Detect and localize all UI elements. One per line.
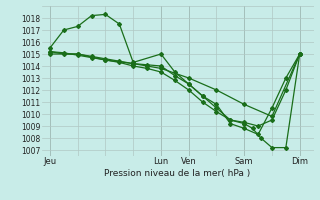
- X-axis label: Pression niveau de la mer( hPa ): Pression niveau de la mer( hPa ): [104, 169, 251, 178]
